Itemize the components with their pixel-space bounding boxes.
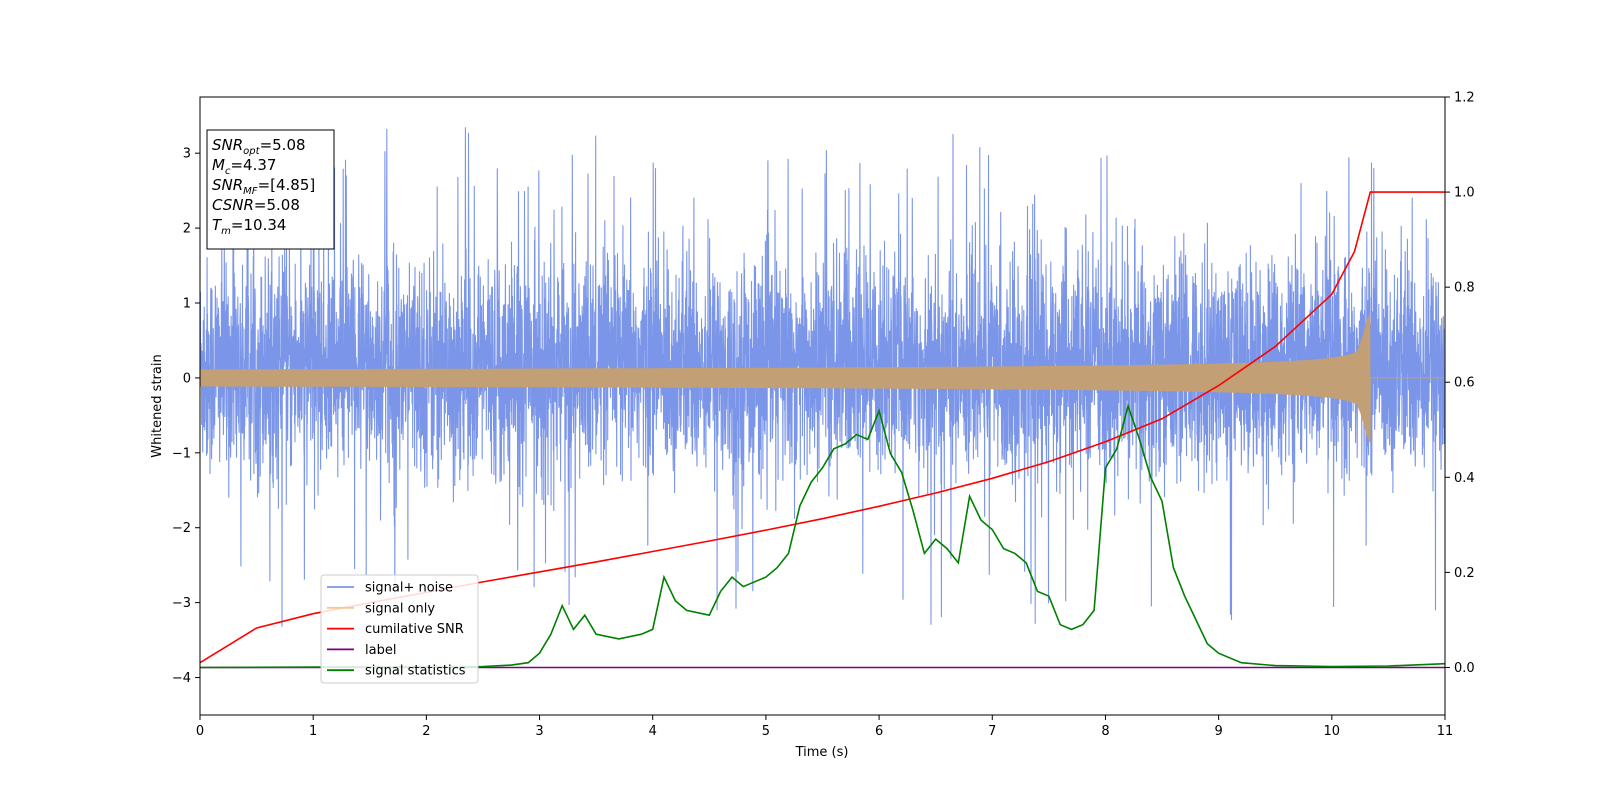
y-right-tick-label: 0.8 [1454,281,1475,296]
x-tick-label: 2 [422,724,430,739]
axes-frame [199,96,1446,716]
y-left-tick-label: 0 [183,371,191,386]
y-right-tick-label: 0.0 [1454,661,1475,676]
x-axis-label: Time (s) [795,745,849,760]
y-right-tick-label: 1.2 [1454,91,1475,106]
x-tick-label: 6 [875,724,883,739]
x-tick-label: 5 [762,724,770,739]
legend-label: label [365,643,396,658]
x-tick-label: 10 [1324,724,1341,739]
y-left-tick-label: −3 [172,596,191,611]
annotation-line: SNRopt=5.08 [212,136,306,157]
x-tick-label: 1 [309,724,317,739]
legend-label: signal+ noise [365,581,453,596]
y-left-tick-label: −1 [172,446,191,461]
x-tick-label: 0 [196,724,204,739]
y-axis-label: Whitened strain [150,354,165,457]
y-left-tick-label: −2 [172,521,191,536]
legend-label: signal only [365,601,435,616]
legend-label: signal statistics [365,664,466,679]
annotation-line: SNRMF=[4.85] [212,176,315,197]
x-tick-label: 3 [535,724,543,739]
annotation-line: Mc=4.37 [212,156,276,177]
right-y-axis-ticks: 0.0 0.2 0.4 0.6 0.8 1.0 1.2 [1445,91,1475,676]
y-right-tick-label: 1.0 [1454,186,1475,201]
x-tick-label: 9 [1214,724,1222,739]
signal-statistics-series [200,403,1445,669]
legend-label: cumilative SNR [365,622,464,637]
signal-statistics-line [200,403,1445,669]
x-tick-label: 8 [1101,724,1109,739]
y-right-tick-label: 0.6 [1454,376,1475,391]
y-right-tick-label: 0.4 [1454,471,1475,486]
signal-only-line [200,313,1445,443]
annotation-line: Tm=10.34 [212,216,286,237]
x-tick-label: 7 [988,724,996,739]
x-tick-label: 4 [649,724,657,739]
y-left-tick-label: 1 [183,297,191,312]
x-axis-ticks: 0 1 2 3 4 5 6 7 8 9 10 11 [196,715,1453,739]
legend: signal+ noise signal only cumilative SNR la… [320,574,479,684]
annotation-line: CSNR=5.08 [212,196,300,214]
y-left-tick-label: 3 [183,147,191,162]
y-right-tick-label: 0.2 [1454,566,1475,581]
signal-only-series [200,313,1445,443]
left-y-axis-ticks: −4 −3 −2 −1 0 1 2 3 [172,147,200,686]
y-left-tick-label: 2 [183,222,191,237]
x-tick-label: 11 [1437,724,1454,739]
y-left-tick-label: −4 [172,671,191,686]
